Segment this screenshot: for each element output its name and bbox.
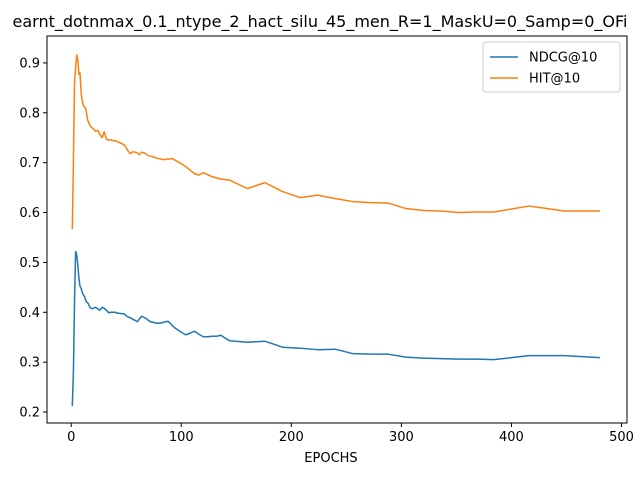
x-ticks: 0 100 200 300 400 500 (67, 423, 634, 445)
legend-label: NDCG@10 (529, 51, 597, 66)
series-line-ndcg-10 (71, 250, 601, 407)
y-tick-label: 0.2 (19, 406, 40, 421)
y-tick-label: 0.4 (19, 306, 40, 321)
y-tick-label: 0.3 (19, 356, 40, 371)
x-tick-label: 100 (169, 430, 194, 445)
y-tick-label: 0.8 (19, 106, 40, 121)
x-tick-label: 200 (279, 430, 304, 445)
y-ticks: 0.2 0.3 0.4 0.5 0.6 0.7 0.8 0.9 (19, 56, 47, 421)
axes-frame (46, 35, 628, 424)
x-tick-label: 0 (67, 430, 75, 445)
x-tick-label: 400 (499, 430, 524, 445)
plot-area: 0 100 200 300 400 500 0.20.30.40.50.60.70.80.… (19, 35, 634, 445)
chart-title: earnt_dotnmax_0.1_ntype_2_hact_silu_45_m… (13, 12, 628, 32)
y-tick-label: 0.5 (19, 256, 40, 271)
y-tick-label: 0.7 (19, 156, 40, 171)
legend-items: NDCG@10 HIT@10 (490, 51, 597, 87)
series-line-hit-10 (71, 54, 601, 230)
x-tick-label: 300 (389, 430, 414, 445)
x-tick-label: 500 (609, 430, 634, 445)
legend-box (482, 41, 621, 93)
x-axis-label: EPOCHS (304, 451, 357, 466)
series-layer (71, 54, 601, 407)
y-tick-label: 0.6 (19, 206, 40, 221)
legend: NDCG@10 HIT@10 (482, 41, 621, 93)
y-tick-label: 0.9 (19, 56, 40, 71)
legend-label: HIT@10 (529, 72, 580, 87)
